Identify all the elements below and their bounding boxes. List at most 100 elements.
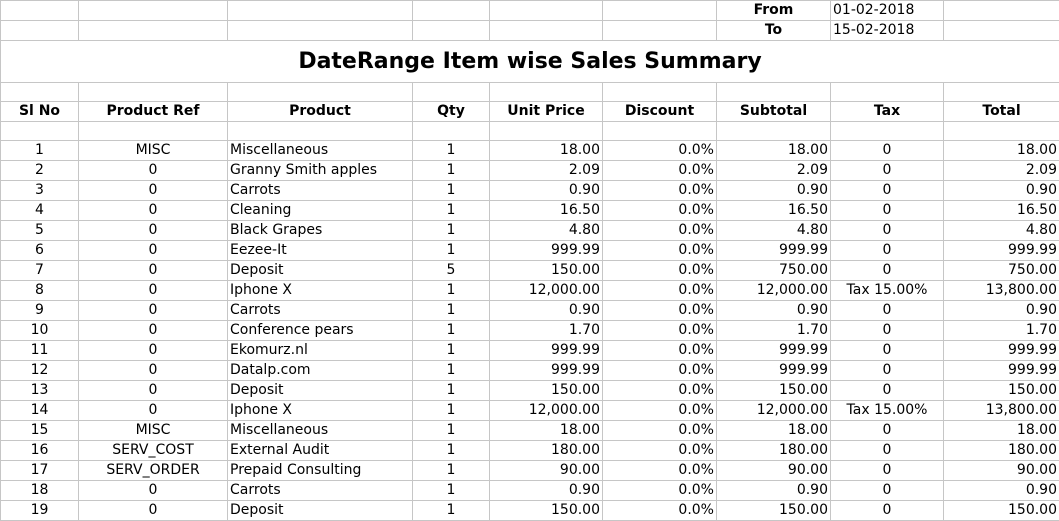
unit-price-cell[interactable]: 180.00 [490,441,603,461]
product-name-cell[interactable]: Ekomurz.nl [228,341,413,361]
subtotal-cell[interactable]: 150.00 [717,381,831,401]
tax-cell[interactable]: 0 [831,161,944,181]
cell[interactable] [228,21,413,41]
unit-price-cell[interactable]: 4.80 [490,221,603,241]
qty-cell[interactable]: 1 [413,301,490,321]
cell[interactable] [717,83,831,102]
product-name-cell[interactable]: Cleaning [228,201,413,221]
cell[interactable] [944,21,1059,41]
unit-price-cell[interactable]: 12,000.00 [490,281,603,301]
unit-price-cell[interactable]: 999.99 [490,341,603,361]
total-cell[interactable]: 0.90 [944,301,1059,321]
tax-cell[interactable]: 0 [831,221,944,241]
product-ref-cell[interactable]: MISC [79,421,228,441]
cell[interactable] [944,122,1059,141]
product-ref-cell[interactable]: 0 [79,361,228,381]
product-ref-cell[interactable]: SERV_COST [79,441,228,461]
subtotal-cell[interactable]: 999.99 [717,341,831,361]
product-name-cell[interactable]: Black Grapes [228,221,413,241]
column-header-subtotal[interactable]: Subtotal [717,102,831,122]
product-ref-cell[interactable]: 0 [79,201,228,221]
qty-cell[interactable]: 1 [413,481,490,501]
qty-cell[interactable]: 1 [413,201,490,221]
product-name-cell[interactable]: Carrots [228,181,413,201]
product-ref-cell[interactable]: 0 [79,181,228,201]
total-cell[interactable]: 999.99 [944,361,1059,381]
product-name-cell[interactable]: Deposit [228,501,413,521]
subtotal-cell[interactable]: 750.00 [717,261,831,281]
qty-cell[interactable]: 1 [413,221,490,241]
total-cell[interactable]: 0.90 [944,481,1059,501]
cell[interactable] [413,1,490,21]
cell[interactable] [228,83,413,102]
cell[interactable] [1,21,79,41]
discount-cell[interactable]: 0.0% [603,421,717,441]
sl-no-cell[interactable]: 16 [1,441,79,461]
cell[interactable] [79,122,228,141]
qty-cell[interactable]: 1 [413,341,490,361]
total-cell[interactable]: 0.90 [944,181,1059,201]
subtotal-cell[interactable]: 0.90 [717,481,831,501]
product-name-cell[interactable]: Conference pears [228,321,413,341]
cell[interactable] [603,1,717,21]
cell[interactable] [831,83,944,102]
cell[interactable] [490,122,603,141]
subtotal-cell[interactable]: 150.00 [717,501,831,521]
qty-cell[interactable]: 1 [413,461,490,481]
total-cell[interactable]: 2.09 [944,161,1059,181]
tax-cell[interactable]: 0 [831,181,944,201]
unit-price-cell[interactable]: 90.00 [490,461,603,481]
unit-price-cell[interactable]: 150.00 [490,381,603,401]
sl-no-cell[interactable]: 8 [1,281,79,301]
to-date[interactable]: 15-02-2018 [831,21,944,41]
subtotal-cell[interactable]: 0.90 [717,181,831,201]
discount-cell[interactable]: 0.0% [603,281,717,301]
sl-no-cell[interactable]: 13 [1,381,79,401]
unit-price-cell[interactable]: 2.09 [490,161,603,181]
tax-cell[interactable]: 0 [831,201,944,221]
unit-price-cell[interactable]: 0.90 [490,181,603,201]
total-cell[interactable]: 750.00 [944,261,1059,281]
product-ref-cell[interactable]: 0 [79,261,228,281]
cell[interactable] [79,21,228,41]
product-ref-cell[interactable]: 0 [79,381,228,401]
cell[interactable] [1,1,79,21]
subtotal-cell[interactable]: 16.50 [717,201,831,221]
tax-cell[interactable]: 0 [831,481,944,501]
sl-no-cell[interactable]: 17 [1,461,79,481]
total-cell[interactable]: 16.50 [944,201,1059,221]
sl-no-cell[interactable]: 7 [1,261,79,281]
discount-cell[interactable]: 0.0% [603,221,717,241]
discount-cell[interactable]: 0.0% [603,301,717,321]
total-cell[interactable]: 4.80 [944,221,1059,241]
cell[interactable] [603,21,717,41]
unit-price-cell[interactable]: 999.99 [490,241,603,261]
product-ref-cell[interactable]: 0 [79,481,228,501]
qty-cell[interactable]: 1 [413,321,490,341]
sl-no-cell[interactable]: 6 [1,241,79,261]
report-title[interactable]: DateRange Item wise Sales Summary [1,41,1059,83]
product-ref-cell[interactable]: MISC [79,141,228,161]
sl-no-cell[interactable]: 12 [1,361,79,381]
sl-no-cell[interactable]: 2 [1,161,79,181]
unit-price-cell[interactable]: 16.50 [490,201,603,221]
product-ref-cell[interactable]: 0 [79,221,228,241]
cell[interactable] [831,122,944,141]
total-cell[interactable]: 999.99 [944,341,1059,361]
cell[interactable] [717,122,831,141]
sl-no-cell[interactable]: 4 [1,201,79,221]
unit-price-cell[interactable]: 18.00 [490,141,603,161]
discount-cell[interactable]: 0.0% [603,321,717,341]
subtotal-cell[interactable]: 18.00 [717,141,831,161]
qty-cell[interactable]: 1 [413,161,490,181]
tax-cell[interactable]: 0 [831,241,944,261]
tax-cell[interactable]: 0 [831,261,944,281]
unit-price-cell[interactable]: 0.90 [490,481,603,501]
product-ref-cell[interactable]: 0 [79,341,228,361]
subtotal-cell[interactable]: 180.00 [717,441,831,461]
tax-cell[interactable]: 0 [831,361,944,381]
sl-no-cell[interactable]: 3 [1,181,79,201]
cell[interactable] [1,83,79,102]
product-ref-cell[interactable]: 0 [79,321,228,341]
discount-cell[interactable]: 0.0% [603,181,717,201]
